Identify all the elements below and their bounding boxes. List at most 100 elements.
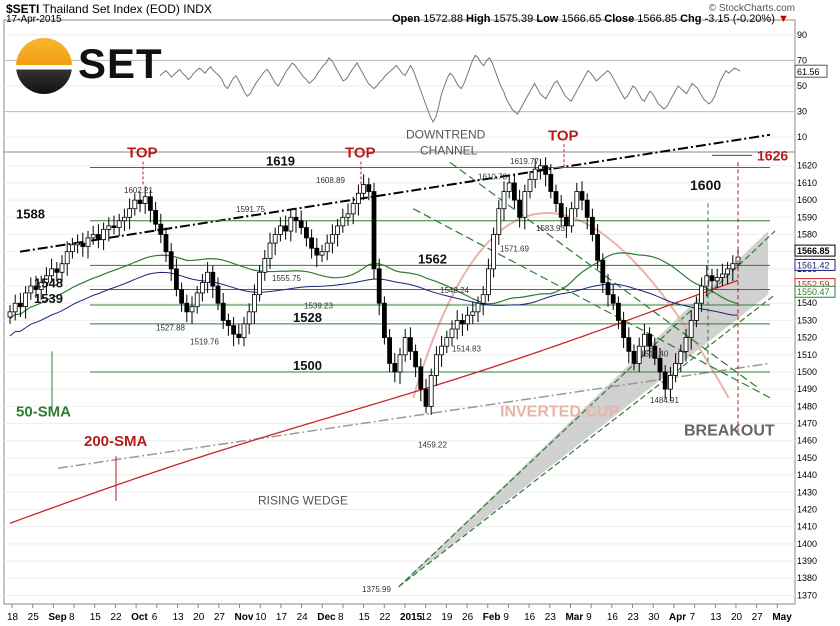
rsi-tick-label: 70 bbox=[797, 55, 807, 65]
x-tick-label: 17 bbox=[276, 612, 288, 623]
candle-body bbox=[111, 225, 117, 229]
candle-body bbox=[485, 268, 491, 296]
candle-body bbox=[564, 216, 569, 227]
candle-body bbox=[548, 173, 554, 192]
candle-body bbox=[49, 268, 54, 277]
rsi-value-label: 61.56 bbox=[797, 67, 820, 77]
top-label: TOP bbox=[127, 144, 158, 161]
candle-body bbox=[350, 203, 356, 215]
price-label: 1550.47 bbox=[797, 287, 830, 297]
x-tick-label: 2015 bbox=[400, 612, 423, 623]
candle-body bbox=[277, 225, 283, 235]
candle-body bbox=[246, 311, 252, 325]
chart-frame bbox=[3, 19, 796, 605]
x-tick-label: 7 bbox=[690, 612, 696, 623]
value-label: 1619.77 bbox=[510, 157, 539, 166]
candle-body bbox=[272, 234, 278, 244]
x-tick-label: 27 bbox=[214, 612, 226, 623]
candle-body bbox=[522, 191, 528, 218]
y-tick-label: 1510 bbox=[797, 350, 817, 360]
candle-body bbox=[205, 271, 211, 284]
value-label: 1608.89 bbox=[316, 176, 345, 185]
y-tick-label: 1600 bbox=[797, 195, 817, 205]
rising-wedge-fill bbox=[398, 231, 768, 587]
candle-body bbox=[683, 337, 689, 352]
candle-body bbox=[569, 208, 574, 227]
y-tick-label: 1620 bbox=[797, 161, 817, 171]
candle-body bbox=[678, 350, 684, 364]
candle-body bbox=[7, 311, 13, 318]
x-tick-label: 20 bbox=[193, 612, 205, 623]
x-tick-label: 26 bbox=[462, 612, 474, 623]
x-tick-label: Oct bbox=[131, 612, 148, 623]
pattern-label: INVERTED CUP bbox=[500, 404, 619, 421]
candle-body bbox=[355, 192, 361, 204]
candle-body bbox=[423, 388, 429, 407]
candle-body bbox=[262, 258, 268, 273]
candle-body bbox=[12, 302, 18, 313]
rsi-line bbox=[159, 54, 741, 123]
y-tick-label: 1580 bbox=[797, 229, 817, 239]
candle-body bbox=[392, 362, 398, 373]
candle-body bbox=[345, 213, 351, 218]
candle-body bbox=[626, 337, 632, 352]
y-tick-label: 1480 bbox=[797, 401, 817, 411]
y-tick-label: 1440 bbox=[797, 470, 817, 480]
support-trendline bbox=[57, 362, 771, 469]
candle-body bbox=[491, 234, 497, 270]
x-tick-label: 16 bbox=[524, 612, 536, 623]
candle-body bbox=[454, 320, 460, 330]
candle-body bbox=[324, 242, 330, 253]
x-tick-label: Nov bbox=[235, 612, 254, 623]
y-tick-label: 1500 bbox=[797, 367, 817, 377]
y-tick-label: 1460 bbox=[797, 436, 817, 446]
candle-body bbox=[340, 216, 346, 227]
x-tick-label: 25 bbox=[28, 612, 40, 623]
value-label: 1610.78 bbox=[478, 172, 507, 181]
top-label: TOP bbox=[345, 144, 376, 161]
x-tick-label: 27 bbox=[752, 612, 764, 623]
candle-body bbox=[236, 333, 242, 339]
pattern-label: CHANNEL bbox=[420, 143, 478, 157]
candle-body bbox=[220, 302, 226, 321]
value-label: 1571.69 bbox=[500, 245, 529, 254]
candle-body bbox=[616, 302, 621, 321]
pattern-label: RISING WEDGE bbox=[258, 493, 348, 507]
chg-value: -3.15 (-0.20%) bbox=[704, 13, 775, 25]
x-tick-label: 22 bbox=[110, 612, 122, 623]
candle-body bbox=[381, 302, 387, 339]
pattern-layer bbox=[9, 133, 776, 588]
candle-body bbox=[127, 208, 132, 218]
candle-body bbox=[184, 302, 190, 313]
price-label-box bbox=[794, 285, 836, 298]
candle-body bbox=[231, 325, 237, 335]
level-label: 1539 bbox=[34, 291, 63, 306]
candle-body bbox=[714, 277, 720, 282]
value-label: 1484.91 bbox=[650, 396, 679, 405]
candle-body bbox=[595, 234, 600, 261]
rsi-tick-label: 10 bbox=[797, 132, 807, 142]
x-tick-label: 16 bbox=[607, 612, 619, 623]
candle-body bbox=[605, 282, 611, 296]
candle-body bbox=[314, 247, 320, 256]
candle-body bbox=[293, 216, 299, 222]
sma-200-label: 200-SMA bbox=[84, 433, 148, 450]
candle-body bbox=[101, 228, 106, 241]
candle-body bbox=[657, 357, 663, 373]
chart-date: 17-Apr-2015 bbox=[6, 14, 62, 25]
top-label: TOP bbox=[548, 127, 579, 144]
candle-body bbox=[506, 182, 512, 192]
candle-body bbox=[173, 268, 179, 290]
candle-body bbox=[168, 251, 174, 270]
y-tick-label: 1590 bbox=[797, 212, 817, 222]
x-tick-label: 13 bbox=[710, 612, 722, 623]
candle-body bbox=[17, 302, 23, 308]
x-tick-label: 18 bbox=[7, 612, 19, 623]
candle-body bbox=[106, 225, 112, 230]
rsi-value-box bbox=[794, 64, 828, 78]
y-axis: 1370 1380 1390 1400 1410 1420 1430 1440 1450 1460… bbox=[794, 30, 836, 600]
y-tick-label: 1610 bbox=[797, 178, 817, 188]
candle-body bbox=[90, 234, 96, 239]
low-label: Low bbox=[536, 13, 559, 25]
candle-body bbox=[199, 282, 205, 294]
